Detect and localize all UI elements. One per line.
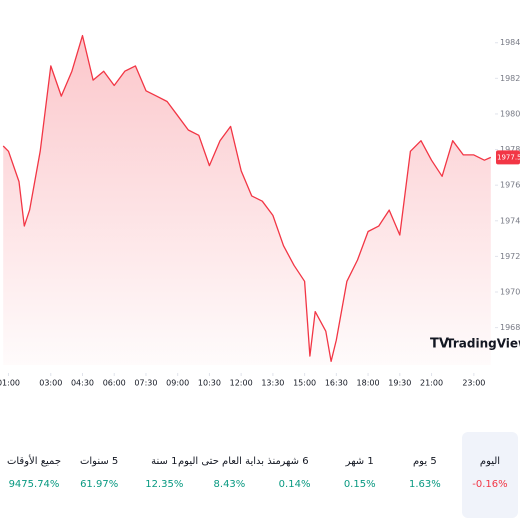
period[interactable]: 5 يوم 1.63%: [397, 432, 453, 518]
logo-text: TradingView: [446, 337, 520, 351]
x-tick-label: 16:30: [325, 379, 348, 388]
period-label: 1 شهر: [345, 456, 374, 467]
period-label: 6 شهر: [280, 456, 309, 467]
y-tick-label: 1974.00: [500, 216, 520, 225]
period-label: جميع الأوقات: [6, 456, 62, 467]
period-change: 12.35%: [145, 479, 184, 490]
x-tick-label: 19:30: [388, 379, 411, 388]
x-tick-label: 09:00: [166, 379, 189, 388]
period-change: 8.43%: [213, 479, 246, 490]
period-label: 5 سنوات: [79, 456, 119, 467]
x-tick-label: 01:00: [0, 379, 20, 388]
period[interactable]: 5 سنوات 61.97%: [71, 432, 127, 518]
period[interactable]: جميع الأوقات 9475.74%: [6, 432, 62, 518]
y-tick-label: 1980.00: [500, 109, 520, 118]
x-tick-label: 07:30: [134, 379, 157, 388]
x-tick-label: 06:00: [103, 379, 126, 388]
x-tick-label: 04:30: [71, 379, 94, 388]
x-tick-label: 21:00: [420, 379, 443, 388]
period-change: 1.63%: [408, 479, 441, 490]
y-tick-label: 1982.00: [500, 74, 520, 83]
x-tick-label: 03:00: [39, 379, 62, 388]
period-change: 9475.74%: [8, 479, 60, 490]
x-tick-label: 18:00: [357, 379, 380, 388]
period-change: 0.14%: [278, 479, 311, 490]
x-tick-label: 10:30: [198, 379, 221, 388]
y-tick-label: 1972.00: [500, 252, 520, 261]
x-tick-label: 13:30: [261, 379, 284, 388]
period-label: 1 سنة: [151, 456, 178, 467]
x-tick-label: 23:00: [462, 379, 485, 388]
period[interactable]: اليوم -0.16%: [461, 432, 518, 518]
y-tick-label: 1978.00: [500, 145, 520, 154]
y-tick-label: 1970.00: [500, 288, 520, 297]
chart: 1968.00 1970.00 1972.00 1974.00 1976.00 1978.…: [0, 34, 520, 388]
x-tick-label: 12:00: [230, 379, 253, 388]
logo-icon: TV: [430, 337, 449, 352]
y-tick-label: 1968.00: [500, 323, 520, 332]
logo: TV TradingView: [430, 337, 520, 352]
period-label: 5 يوم: [412, 456, 437, 467]
price-label-bg: [496, 150, 520, 165]
period-change: -0.16%: [472, 479, 508, 490]
period[interactable]: 6 شهر 0.14%: [267, 432, 323, 518]
x-tick-label: 15:00: [293, 379, 316, 388]
period[interactable]: 1 شهر 0.15%: [332, 432, 388, 518]
period-label: منذ بداية العام حتى اليوم: [177, 456, 281, 467]
y-tick-label: 1984.00: [500, 38, 520, 47]
period[interactable]: 1 سنة 12.35%: [136, 432, 192, 518]
period-change: 0.15%: [343, 479, 376, 490]
y-tick-label: 1976.00: [500, 181, 520, 190]
performance-bar: اليوم -0.16% 5 يوم 1.63% 1 شهر 0.15% 6 شهر 0.14…: [0, 432, 520, 520]
period-change: 61.97%: [80, 479, 119, 490]
period-label: اليوم: [479, 456, 501, 467]
period[interactable]: منذ بداية العام حتى اليوم 8.43%: [178, 432, 281, 518]
area: [3, 35, 491, 365]
line: [2, 34, 492, 363]
price-label: 1977.56: [497, 153, 520, 161]
